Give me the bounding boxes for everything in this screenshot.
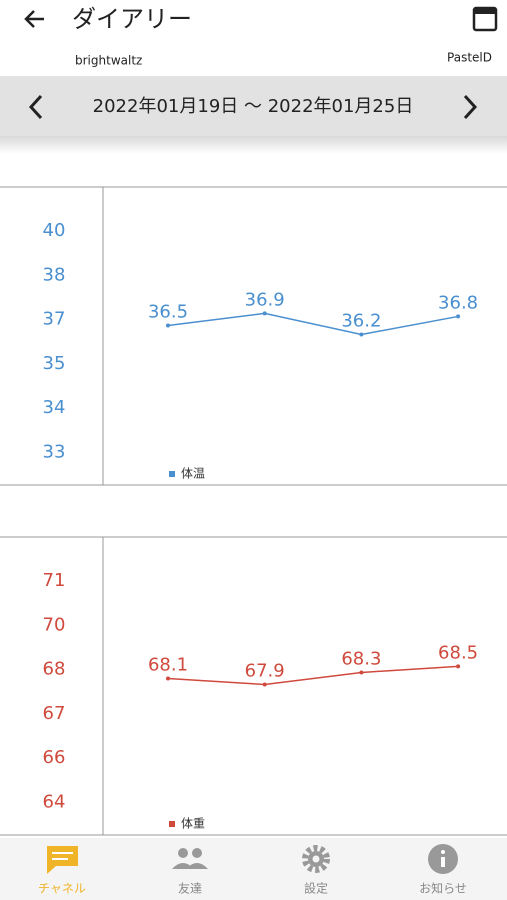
nav-icon-channel xyxy=(47,846,78,874)
chart-frame xyxy=(0,536,507,836)
y-label: 67 xyxy=(43,703,66,724)
y-label: 68 xyxy=(43,659,66,680)
chart-frame xyxy=(0,186,507,486)
y-label: 38 xyxy=(43,264,66,285)
y-label: 64 xyxy=(43,792,66,813)
legend-label: 体温 xyxy=(181,467,205,481)
legend-swatch xyxy=(169,471,175,477)
y-label: 35 xyxy=(43,353,66,374)
date-bar-shadow xyxy=(0,136,507,154)
nav-label[interactable]: 設定 xyxy=(304,881,328,896)
data-label: 36.9 xyxy=(245,289,285,310)
date-range: 2022年01月19日 〜 2022年01月25日 xyxy=(93,96,414,117)
data-label: 68.3 xyxy=(341,648,381,669)
y-label: 66 xyxy=(43,747,66,768)
nav-label[interactable]: お知らせ xyxy=(419,882,467,896)
data-point xyxy=(262,311,267,316)
data-point xyxy=(456,314,461,319)
data-label: 36.2 xyxy=(341,310,381,331)
nav-label[interactable]: チャネル xyxy=(38,882,86,896)
data-label: 67.9 xyxy=(245,660,285,681)
bottom-nav xyxy=(0,838,507,900)
data-point xyxy=(166,323,170,328)
data-point xyxy=(166,676,170,681)
nav-icon-info xyxy=(428,844,458,874)
y-label: 33 xyxy=(43,442,66,463)
nav-label[interactable]: 友達 xyxy=(178,882,202,896)
title: ダイアリー xyxy=(72,5,192,33)
data-line xyxy=(167,312,459,336)
legend-swatch xyxy=(169,821,175,827)
y-label: 40 xyxy=(43,220,66,241)
data-point xyxy=(359,332,364,337)
back-button[interactable] xyxy=(24,10,44,28)
date-bar xyxy=(0,76,507,136)
prev-button[interactable] xyxy=(28,94,43,120)
next-button[interactable] xyxy=(463,94,478,120)
nav-icon-settings xyxy=(302,845,330,873)
data-point xyxy=(359,670,364,675)
y-label: 37 xyxy=(43,309,66,330)
calendar-button[interactable] xyxy=(472,6,498,32)
data-label: 68.1 xyxy=(148,654,188,675)
charts: 40 38 37 35 34 33 36.5 36.9 36.2 36.8 体温 71 70 68 67 66… xyxy=(0,186,507,836)
nav-icon-friends xyxy=(172,848,208,869)
data-label: 68.5 xyxy=(438,642,478,663)
data-line xyxy=(167,665,459,686)
data-label: 36.8 xyxy=(438,292,478,313)
user-name: brightwaltz xyxy=(75,54,142,68)
y-label: 34 xyxy=(43,397,66,418)
y-label: 71 xyxy=(43,570,66,591)
y-label: 70 xyxy=(43,614,66,635)
data-point xyxy=(262,682,267,687)
data-point xyxy=(456,664,461,669)
data-label: 36.5 xyxy=(148,301,188,322)
legend-label: 体重 xyxy=(181,817,205,831)
right-label: PastelD xyxy=(447,51,492,65)
